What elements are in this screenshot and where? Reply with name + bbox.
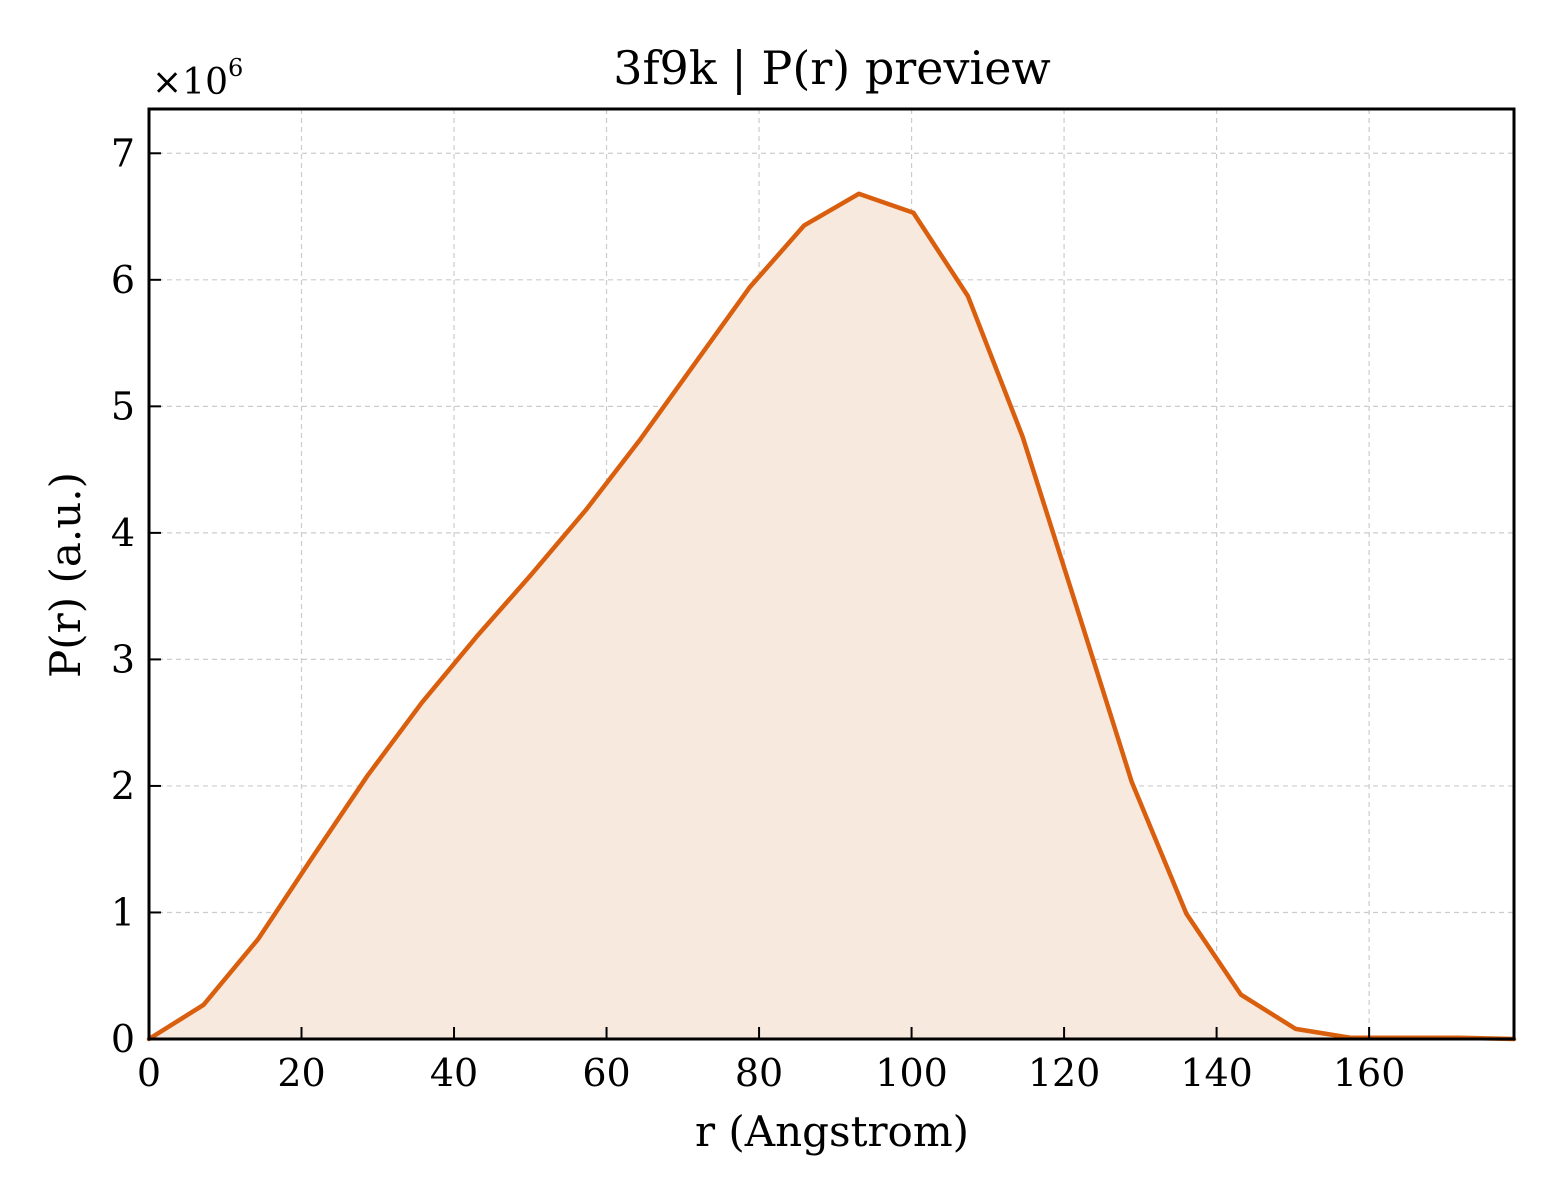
y-axis-multiplier-base: ×10 bbox=[152, 62, 228, 103]
y-tick-label: 0 bbox=[111, 1017, 135, 1061]
x-tick-label: 100 bbox=[875, 1051, 948, 1095]
y-tick-label: 1 bbox=[111, 890, 135, 934]
x-tick-label: 140 bbox=[1180, 1051, 1253, 1095]
x-tick-label: 80 bbox=[735, 1051, 783, 1095]
x-axis-label: r (Angstrom) bbox=[695, 1107, 969, 1156]
y-tick-label: 3 bbox=[111, 637, 135, 681]
y-tick-label: 7 bbox=[111, 131, 135, 175]
x-tick-label: 120 bbox=[1028, 1051, 1101, 1095]
x-tick-label: 160 bbox=[1333, 1051, 1406, 1095]
y-tick-label: 6 bbox=[111, 258, 135, 302]
y-tick-label: 4 bbox=[111, 511, 135, 555]
plot-area bbox=[146, 191, 1517, 1042]
chart-title: 3f9k | P(r) preview bbox=[613, 41, 1051, 95]
y-tick-label: 5 bbox=[111, 384, 135, 428]
ticks: 0 20 40 60 80 100 120 140 160 0 1 2 3 4 5 6 7 bbox=[111, 131, 1406, 1095]
x-tick-label: 60 bbox=[582, 1051, 630, 1095]
axes-frame bbox=[147, 107, 1516, 1041]
y-axis-label: P(r) (a.u.) bbox=[41, 472, 90, 678]
y-tick-label: 2 bbox=[111, 764, 135, 808]
x-tick-label: 0 bbox=[137, 1051, 161, 1095]
y-axis-multiplier-exponent: 6 bbox=[228, 54, 243, 82]
x-tick-label: 20 bbox=[277, 1051, 325, 1095]
series-area-fill bbox=[149, 193, 1514, 1039]
y-axis-multiplier: ×106 bbox=[152, 54, 243, 103]
x-tick-label: 40 bbox=[430, 1051, 478, 1095]
series-line bbox=[146, 191, 1517, 1042]
